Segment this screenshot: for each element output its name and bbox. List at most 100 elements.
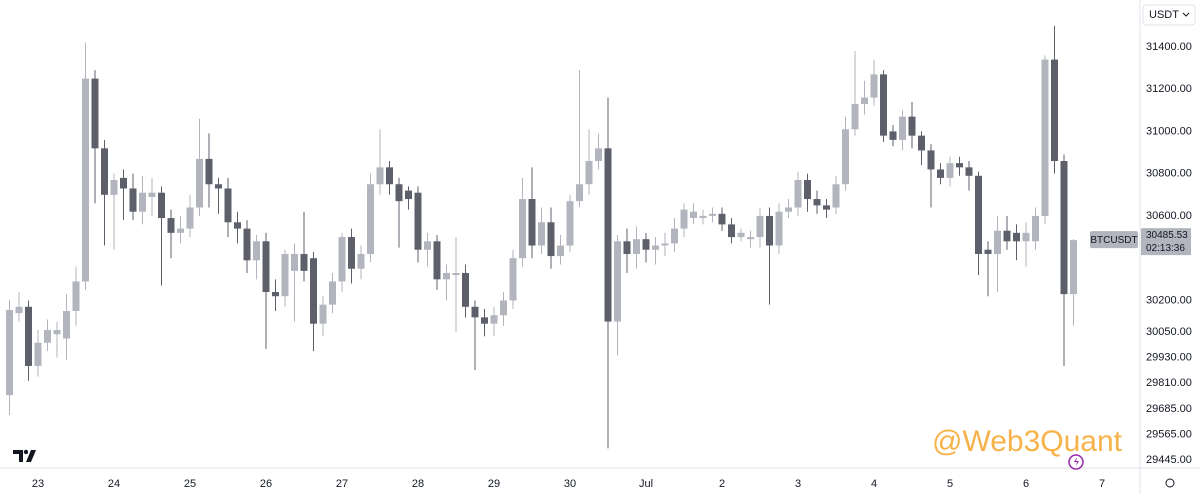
candle-body <box>823 205 830 210</box>
candle-body <box>842 129 849 185</box>
candle-body <box>623 241 631 254</box>
candle-body <box>718 213 726 225</box>
candle-body <box>908 116 916 136</box>
x-tick-label: 23 <box>32 478 44 490</box>
candle-body <box>471 306 479 318</box>
candle-body <box>338 237 346 282</box>
candle-body <box>1032 215 1039 242</box>
candle-body <box>253 241 260 261</box>
candle-body <box>167 218 175 233</box>
candle-body <box>357 253 365 269</box>
candle-body <box>576 184 583 202</box>
candle-body <box>243 228 251 261</box>
candle-body <box>728 224 735 238</box>
candle-body <box>756 215 764 238</box>
candle-body <box>329 281 336 305</box>
x-tick-label: 4 <box>871 478 877 490</box>
candle-body <box>956 163 963 168</box>
price-tag: 30485.53 <box>1146 230 1188 241</box>
candle-body <box>300 253 308 271</box>
candle-body <box>747 237 754 240</box>
logo-dot <box>23 449 29 455</box>
x-tick-label: 6 <box>1023 478 1029 490</box>
candle-body <box>861 97 868 104</box>
candle-body <box>148 192 156 197</box>
settings-icon[interactable] <box>1165 478 1175 488</box>
candle-body <box>709 213 716 216</box>
candle-body <box>1013 232 1020 242</box>
y-tick-label: 29685.00 <box>1146 403 1192 415</box>
candle-body <box>443 272 450 280</box>
candle-body <box>291 253 298 271</box>
candle-body <box>395 184 403 202</box>
y-tick-label: 30800.00 <box>1146 168 1192 180</box>
candle-body <box>984 249 992 254</box>
x-tick-label: 24 <box>108 478 120 490</box>
x-tick-label: 26 <box>260 478 272 490</box>
candle-body <box>604 148 612 322</box>
candle-body <box>737 232 745 238</box>
candle-body <box>63 311 70 339</box>
currency-button-text[interactable]: USDT <box>1149 9 1179 21</box>
candle-body <box>1022 232 1030 242</box>
y-tick-label: 30050.00 <box>1146 326 1192 338</box>
candle-body <box>927 150 935 170</box>
candle-body <box>262 241 270 292</box>
alert-icon[interactable] <box>1068 454 1084 470</box>
candle-body <box>661 243 669 246</box>
candle-body <box>937 169 944 178</box>
candle-body <box>690 211 697 219</box>
candle-body <box>82 78 89 282</box>
candle-body <box>101 148 108 195</box>
x-tick-label: 3 <box>795 478 801 490</box>
candle-body <box>994 230 1001 254</box>
candle-body <box>186 207 194 229</box>
y-tick-label: 29445.00 <box>1146 454 1192 466</box>
currency-button-frame[interactable] <box>1142 4 1196 26</box>
candle-body <box>804 180 811 200</box>
candle-body <box>424 241 431 250</box>
candle-body <box>699 215 707 219</box>
candle-body <box>376 167 384 185</box>
candle-body <box>794 180 802 208</box>
symbol-tag-bg <box>1090 231 1138 249</box>
candle-body <box>25 306 32 366</box>
candle-body <box>405 190 412 200</box>
candle-body <box>452 272 460 276</box>
last-price-tag: BTCUSDT 30485.53 02:13:36 <box>1090 228 1191 256</box>
candle-body <box>386 167 393 185</box>
candle-body <box>319 304 327 324</box>
candle-body <box>557 245 564 257</box>
candle-body <box>652 245 659 250</box>
price-tag-bg <box>1141 228 1191 256</box>
candle-body <box>177 228 184 233</box>
candle-body <box>946 163 954 178</box>
currency-button[interactable]: USDT <box>1142 4 1196 26</box>
candle-body <box>680 209 688 229</box>
candle-body <box>15 306 23 314</box>
candle-body <box>481 317 488 324</box>
symbol-tag: BTCUSDT <box>1090 235 1137 246</box>
candle-body <box>785 207 792 212</box>
candle-body <box>585 161 593 185</box>
candle-body <box>1041 59 1049 216</box>
y-tick-label: 29810.00 <box>1146 377 1192 389</box>
candle-body <box>880 74 887 136</box>
candle-body <box>110 180 118 195</box>
y-tick-label: 30200.00 <box>1146 294 1192 306</box>
x-tick-label: 27 <box>336 478 348 490</box>
candle-body <box>272 291 279 297</box>
candle-body <box>1070 240 1077 295</box>
candle-body <box>766 215 773 246</box>
y-tick-label: 29565.00 <box>1146 429 1192 441</box>
candle-body <box>129 188 137 212</box>
candle-body <box>462 272 469 307</box>
candle-body <box>975 175 982 254</box>
y-tick-label: 29930.00 <box>1146 351 1192 363</box>
candle-body <box>414 192 422 250</box>
candle-body <box>367 184 374 254</box>
settings-gear[interactable] <box>1165 478 1175 488</box>
candle-body <box>671 228 678 244</box>
candle-body <box>1060 161 1068 295</box>
